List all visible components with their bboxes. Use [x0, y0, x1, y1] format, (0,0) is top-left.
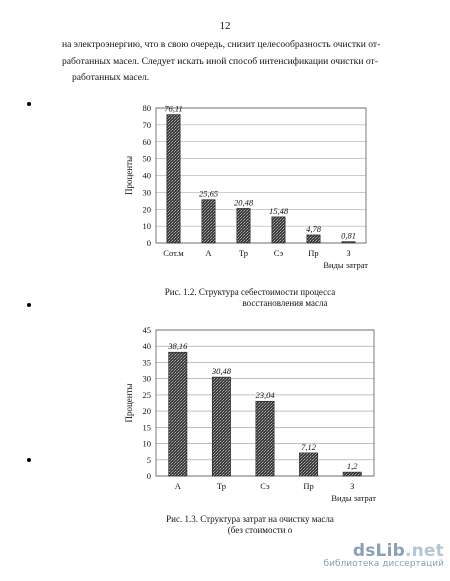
bar: [211, 376, 231, 477]
body-paragraph: на электроэнергию, что в свою очередь, с…: [62, 37, 407, 87]
category-label: Сэ: [274, 248, 284, 258]
plot-frame: [155, 107, 367, 244]
figure-1-chart: 0 10 20 30 40 50 60 70 80 Проценты 76,11 Сот.м 25,65…: [120, 100, 380, 275]
data-label: 23,04: [255, 390, 275, 400]
data-label: 15,48: [269, 206, 289, 216]
y-tick-label: 10: [143, 221, 152, 231]
category-label: Пр: [308, 248, 318, 258]
y-tick-label: 60: [143, 137, 152, 147]
watermark: dsLib.net библиотека диссертаций: [320, 541, 444, 577]
caption-line: (без стоимости о: [227, 525, 293, 535]
data-label: 0,81: [341, 231, 356, 241]
bar: [299, 452, 319, 477]
text-line: работанных масел.: [72, 72, 150, 83]
y-tick-label: 5: [147, 455, 151, 465]
bar: [168, 351, 188, 477]
bar: [306, 234, 321, 244]
data-label: 38,16: [167, 341, 188, 351]
category-label: З: [350, 481, 354, 491]
data-label: 1,2: [347, 461, 358, 471]
watermark-logo: dsLib.net: [320, 541, 444, 561]
category-label: А: [175, 481, 182, 491]
text-line: на электроэнергию, что в свою очередь, с…: [62, 39, 381, 50]
bullet-mark: [27, 303, 31, 307]
data-label: 20,48: [234, 197, 254, 207]
category-label: Сэ: [260, 481, 270, 491]
y-tick-label: 30: [143, 187, 152, 197]
watermark-logo-main: dsLib: [352, 541, 405, 561]
bullet-mark: [27, 458, 31, 462]
bar: [271, 216, 286, 244]
bar: [201, 199, 216, 244]
watermark-logo-domain: .net: [404, 541, 444, 561]
data-label: 30,48: [211, 366, 232, 376]
page-number: 12: [219, 20, 231, 32]
caption-line: восстановления масла: [242, 298, 328, 308]
x-axis-label: Виды затрат: [331, 493, 376, 503]
x-axis-label: Виды затрат: [323, 260, 368, 270]
data-label: 7,12: [301, 442, 317, 452]
caption-line: Рис. 1.3. Структура затрат на очистку ма…: [166, 514, 334, 524]
figure-1-caption: Рис. 1.2. Структура себестоимости процес…: [120, 287, 380, 309]
category-label: Пр: [303, 481, 313, 491]
y-tick-label: 80: [143, 103, 152, 113]
y-tick-label: 20: [143, 406, 152, 416]
watermark-subtitle: библиотека диссертаций: [323, 559, 444, 569]
y-tick-label: 25: [143, 390, 152, 400]
bullet-mark: [27, 102, 31, 106]
bar: [341, 241, 356, 244]
bar: [255, 400, 275, 477]
y-tick-label: 0: [147, 471, 151, 481]
category-label: А: [205, 248, 212, 258]
y-tick-label: 40: [143, 171, 152, 181]
y-axis-label: Проценты: [124, 383, 134, 422]
figure-1-svg: 0 10 20 30 40 50 60 70 80 Проценты 76,11 Сот.м 25,65…: [124, 103, 368, 270]
caption-line: Рис. 1.2. Структура себестоимости процес…: [164, 287, 336, 297]
data-label: 25,65: [199, 189, 218, 199]
category-label: Тр: [217, 481, 226, 491]
bar: [342, 471, 362, 477]
y-tick-label: 50: [143, 154, 152, 164]
y-tick-label: 15: [143, 422, 152, 432]
category-label: Тр: [239, 248, 248, 258]
bar: [166, 114, 181, 244]
y-tick-label: 45: [143, 325, 152, 335]
y-axis-label: Проценты: [124, 156, 134, 195]
y-tick-label: 70: [143, 120, 152, 130]
y-tick-label: 20: [143, 204, 152, 214]
data-label: 76,11: [164, 104, 183, 114]
figure-2-svg: 0 5 10 15 20 25 30 35 40 45 Проценты 38,16 А 30,48 Тр 2…: [124, 325, 376, 503]
data-label: 4,78: [306, 224, 322, 234]
figure-2-chart: 0 5 10 15 20 25 30 35 40 45 Проценты 38,16 А 30,48 Тр 2…: [120, 322, 380, 507]
text-line: работанных масел. Следует искать иной сп…: [62, 55, 378, 67]
y-tick-label: 35: [143, 357, 152, 367]
bar: [236, 208, 251, 244]
y-tick-label: 0: [147, 238, 151, 248]
category-label: Сот.м: [163, 248, 184, 258]
y-tick-label: 40: [143, 341, 152, 351]
figure-2-caption: Рис. 1.3. Структура затрат на очистку ма…: [120, 514, 380, 536]
y-tick-label: 30: [143, 374, 152, 384]
y-tick-label: 10: [143, 439, 152, 449]
category-label: З: [346, 248, 350, 258]
